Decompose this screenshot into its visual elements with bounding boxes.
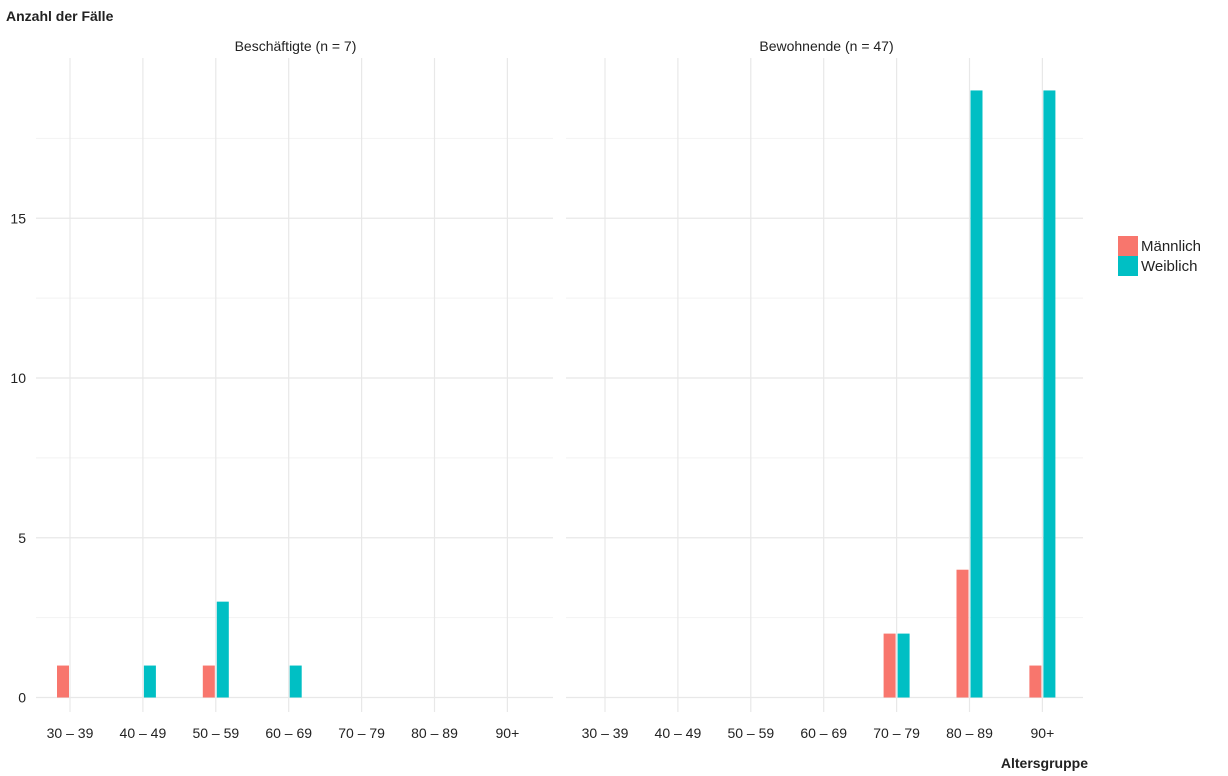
x-tick-label: 60 – 69: [265, 725, 312, 741]
panel-title: Beschäftigte (n = 7): [235, 38, 357, 54]
y-tick-label: 5: [18, 530, 26, 546]
y-tick-label: 10: [10, 370, 26, 386]
bar-männlich-5: [956, 569, 969, 698]
bar-weiblich-1: [143, 665, 156, 698]
legend-swatch-maennlich: [1118, 236, 1138, 256]
x-tick-label: 80 – 89: [946, 725, 993, 741]
x-tick-label: 70 – 79: [873, 725, 920, 741]
bar-weiblich-2: [216, 601, 229, 698]
y-tick-label: 15: [10, 210, 26, 226]
bar-weiblich-5: [970, 90, 983, 698]
bar-männlich-0: [57, 665, 69, 698]
bar-männlich-6: [1029, 665, 1042, 698]
legend-item-maennlich: Männlich: [1118, 236, 1201, 256]
x-tick-label: 90+: [496, 725, 520, 741]
y-axis-title: Anzahl der Fälle: [6, 8, 114, 24]
legend-label-maennlich: Männlich: [1141, 237, 1202, 255]
bar-weiblich-3: [289, 665, 302, 698]
x-tick-label: 90+: [1031, 725, 1055, 741]
legend-swatch-weiblich: [1118, 256, 1138, 276]
x-tick-label: 60 – 69: [800, 725, 847, 741]
bar-männlich-4: [883, 633, 896, 698]
x-tick-label: 80 – 89: [411, 725, 458, 741]
x-tick-label: 30 – 39: [47, 725, 94, 741]
x-axis-title: Altersgruppe: [1000, 755, 1088, 771]
legend-item-weiblich: Weiblich: [1118, 256, 1201, 276]
x-tick-label: 50 – 59: [192, 725, 239, 741]
y-tick-label: 0: [18, 690, 26, 706]
panel-title: Bewohnende (n = 47): [759, 38, 893, 54]
bar-weiblich-4: [897, 633, 910, 698]
x-tick-label: 40 – 49: [120, 725, 167, 741]
x-tick-label: 40 – 49: [655, 725, 702, 741]
bar-männlich-2: [202, 665, 215, 698]
x-tick-label: 70 – 79: [338, 725, 385, 741]
bar-weiblich-6: [1043, 90, 1056, 698]
legend: Männlich Weiblich: [1118, 236, 1201, 276]
legend-label-weiblich: Weiblich: [1141, 257, 1198, 275]
x-tick-label: 30 – 39: [582, 725, 629, 741]
x-tick-label: 50 – 59: [727, 725, 774, 741]
